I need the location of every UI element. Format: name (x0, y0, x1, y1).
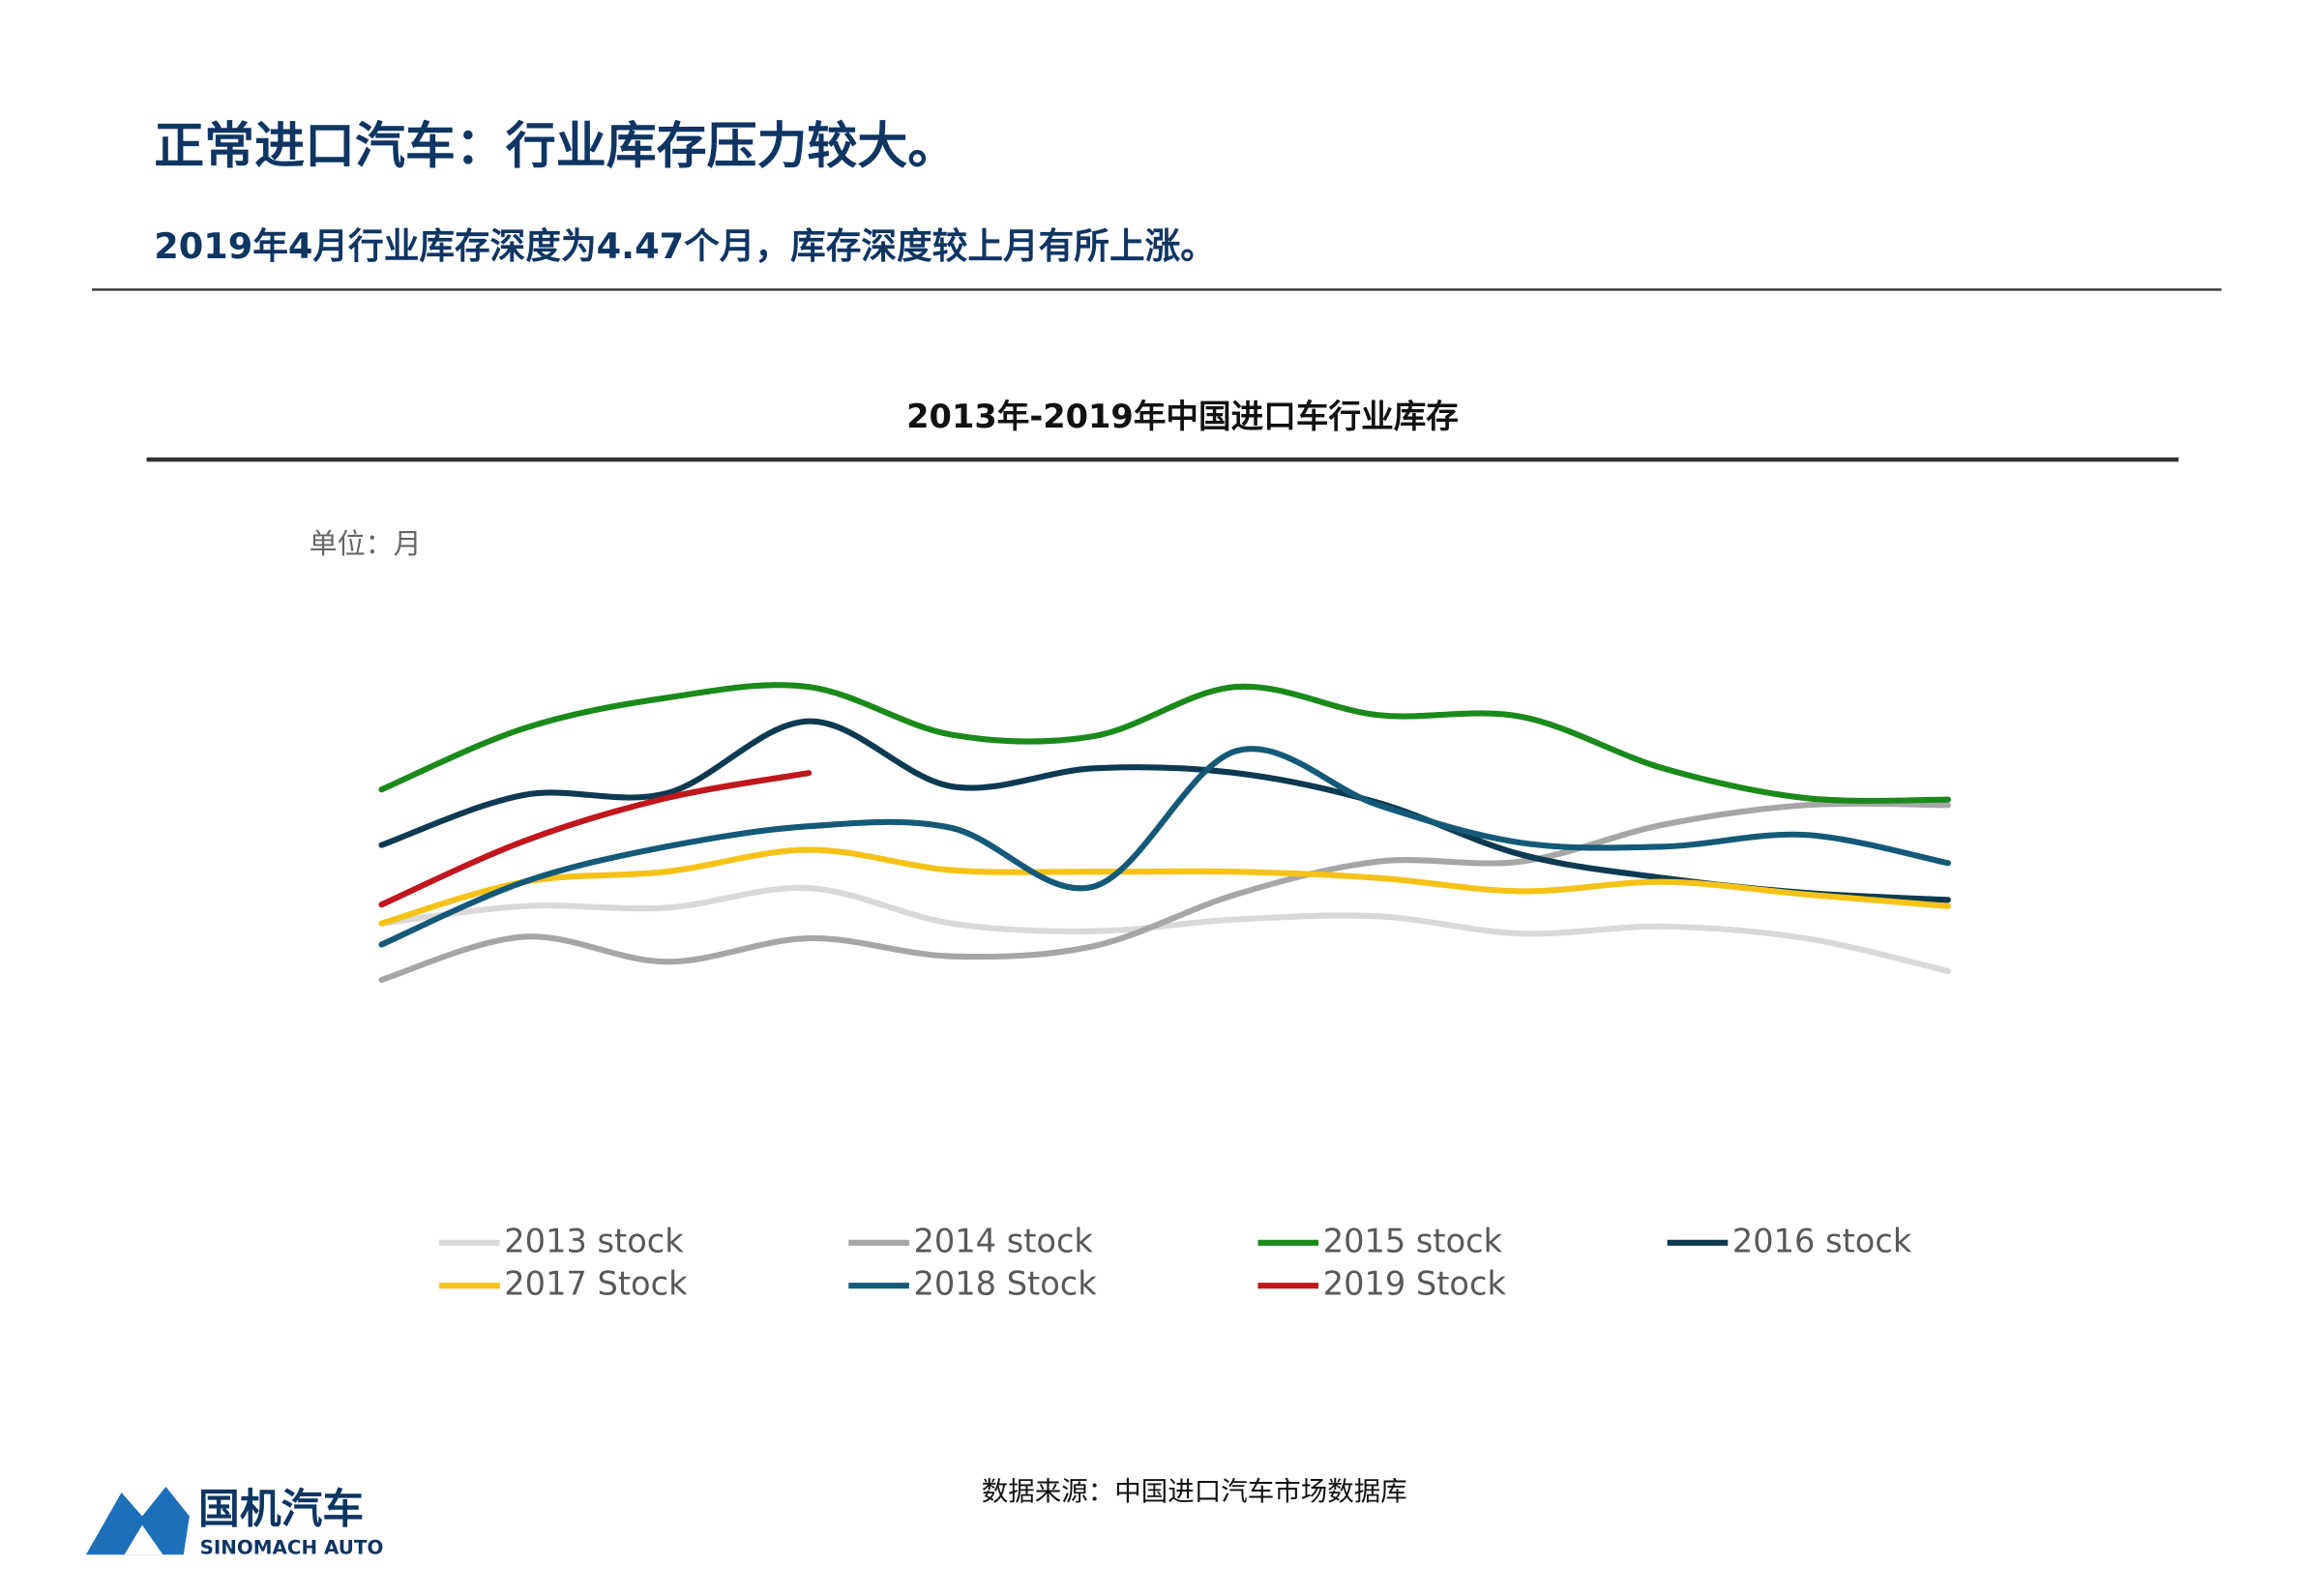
legend-label: 2016 stock (1732, 1222, 1912, 1259)
series-line (378, 770, 813, 908)
plot (378, 682, 1952, 983)
series-line (378, 884, 1952, 975)
legend-label: 2013 stock (504, 1222, 684, 1259)
legend-label: 2014 stock (914, 1222, 1094, 1259)
legend-label: 2018 Stock (914, 1265, 1098, 1303)
legend: 2013 stock 2014 stock 2015 stock 2016 stock… (439, 1222, 1912, 1303)
chart-title: 2013年-2019年中国进口车行业库存 (906, 398, 1459, 435)
legend-label: 2015 stock (1323, 1222, 1503, 1259)
logo: 国机汽车 SINOMACH AUTO (85, 1485, 384, 1559)
logo-en: SINOMACH AUTO (200, 1537, 384, 1559)
series-line (378, 746, 1952, 948)
legend-label: 2017 Stock (504, 1265, 688, 1303)
logo-mark-cut (124, 1524, 163, 1555)
unit-label: 单位：月 (310, 528, 422, 560)
logo-mark (85, 1486, 190, 1555)
source: 数据来源：中国进口汽车市场数据库 (982, 1476, 1407, 1507)
legend-label: 2019 Stock (1323, 1265, 1507, 1303)
series-line (378, 800, 1952, 983)
subtitle: 2019年4月行业库存深度为4.47个月，库存深度较上月有所上涨。 (154, 225, 1216, 267)
series-line (378, 682, 1952, 804)
title: 正常进口汽车：行业库存压力较大。 (154, 117, 958, 175)
logo-cn: 国机汽车 (198, 1485, 364, 1533)
series-line (378, 846, 1952, 927)
